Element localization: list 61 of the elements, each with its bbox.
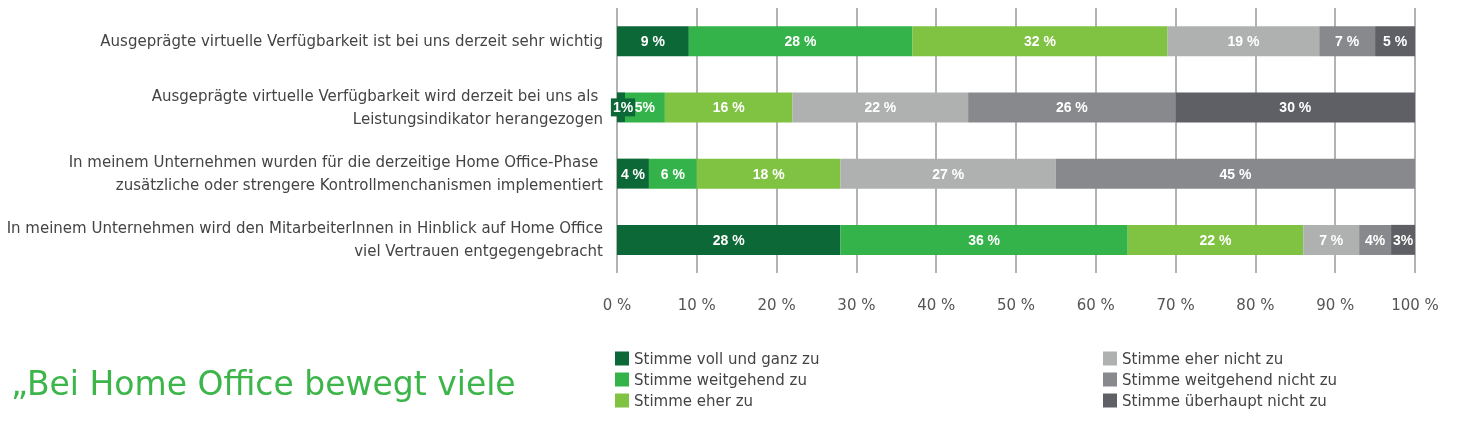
x-tick-label: 60 % (1076, 295, 1115, 314)
data-label: 32 % (1023, 33, 1057, 50)
data-label: 1% (612, 99, 634, 116)
data-label: 16 % (712, 99, 746, 116)
legend-label: Stimme weitgehend nicht zu (1122, 370, 1338, 389)
x-tick-label: 80 % (1236, 295, 1275, 314)
bar (1175, 92, 1415, 123)
bar (840, 158, 1056, 189)
data-label: 4 % (620, 165, 646, 182)
bar (1303, 224, 1360, 255)
x-tick-label: 70 % (1156, 295, 1195, 314)
bar (1127, 224, 1304, 255)
x-tick-label: 0 % (602, 295, 632, 314)
data-label: 5 % (1382, 33, 1408, 50)
y-tick-label: In meinem Unternehmen wird den MitarbeiterInnen in Hinblick auf Home Office viel Vertrauen entgegengebracht (6, 219, 604, 261)
data-label: 27 % (932, 165, 965, 182)
bar (840, 224, 1128, 255)
data-label: 4% (1364, 231, 1386, 248)
data-label: 18 % (752, 165, 786, 182)
data-label: 26 % (1055, 99, 1089, 116)
x-tick-label: 50 % (996, 295, 1036, 314)
bar (696, 158, 841, 189)
bar (617, 224, 841, 255)
data-label: 7 % (1335, 33, 1360, 50)
y-tick-label: Ausgeprägte virtuelle Verfügbarkeit wird derzeit bei uns als Leistungsindikator herangezogen (151, 86, 603, 128)
bar (968, 92, 1176, 123)
data-label: 3% (1392, 231, 1414, 248)
data-label: 28 % (784, 33, 818, 50)
y-tick-label: In meinem Unternehmen wurden für die derzeitige Home Office-Phase zusätzliche oder strengere Kontrollmenchanismen implementiert (68, 153, 604, 195)
data-label: 30 % (1279, 99, 1312, 116)
data-label: 28 % (712, 231, 746, 248)
x-tick-label: 20 % (757, 295, 796, 314)
data-label: 6 % (660, 165, 686, 182)
legend-label: Stimme eher zu (634, 391, 754, 410)
bar (688, 26, 913, 57)
bar (664, 92, 793, 123)
bar (617, 26, 689, 57)
legend-label: Stimme voll und ganz zu (634, 349, 820, 368)
bar (792, 92, 969, 123)
legend-label: Stimme weitgehend zu (634, 370, 807, 389)
data-label: 22 % (864, 99, 897, 116)
data-label: 36 % (968, 231, 1001, 248)
text: „Bei Home Office bewegt viele (11, 364, 516, 403)
data-label: 7 % (1319, 231, 1344, 248)
data-label: 9 % (640, 33, 666, 50)
x-tick-label: 90 % (1316, 295, 1355, 314)
legend-label: Stimme eher nicht zu (1122, 349, 1284, 368)
bar (1319, 26, 1376, 57)
data-label: 19 % (1227, 33, 1260, 50)
legend-label: Stimme überhaupt nicht zu (1122, 391, 1327, 410)
bar (912, 26, 1168, 57)
y-tick-label: Ausgeprägte virtuelle Verfügbarkeit ist bei uns derzeit sehr wichtig (100, 32, 603, 51)
data-label: 45 % (1219, 165, 1252, 182)
data-label: 22 % (1199, 231, 1232, 248)
data-label: 5% (634, 99, 656, 116)
x-tick-label: 40 % (917, 295, 956, 314)
x-tick-label: 30 % (837, 295, 876, 314)
x-tick-label: 100 % (1391, 295, 1439, 314)
bar (1167, 26, 1320, 57)
bar (1055, 158, 1415, 189)
x-tick-label: 10 % (677, 295, 716, 314)
